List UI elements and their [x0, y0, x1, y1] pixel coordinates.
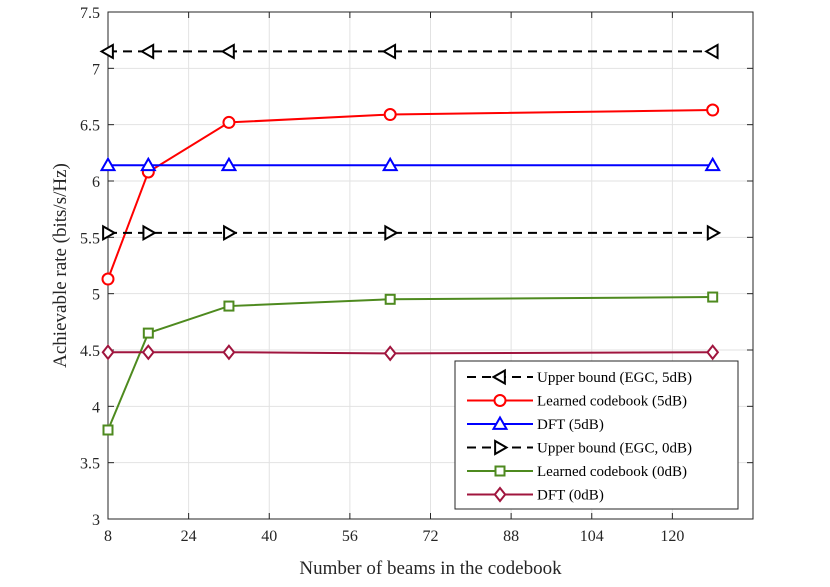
data-point	[102, 424, 114, 436]
legend: Upper bound (EGC, 5dB) Learned codebook (…	[454, 360, 739, 510]
y-tick-label: 4.5	[80, 343, 100, 360]
data-point	[384, 224, 399, 242]
x-tick-label: 56	[342, 528, 358, 545]
legend-marker	[491, 415, 509, 430]
x-tick-label: 24	[181, 528, 197, 545]
legend-label: Upper bound (EGC, 5dB)	[537, 370, 692, 386]
series-group	[99, 43, 722, 436]
data-point	[222, 115, 236, 129]
legend-item: DFT (0dB)	[467, 486, 604, 504]
legend-marker	[491, 368, 506, 386]
x-tick-label: 104	[580, 528, 604, 545]
data-point	[220, 156, 238, 172]
data-point	[381, 156, 399, 172]
series-line	[107, 109, 713, 280]
data-point	[383, 345, 397, 362]
series-4	[102, 224, 722, 242]
data-point	[99, 43, 114, 60]
data-point	[704, 156, 721, 172]
x-tick-label: 8	[104, 528, 112, 545]
y-tick-label: 5	[92, 287, 100, 304]
y-tick-label: 3.5	[80, 456, 100, 473]
data-point	[223, 300, 235, 312]
legend-label: DFT (5dB)	[537, 417, 604, 433]
y-tick-label: 6	[92, 174, 100, 191]
legend-label: Learned codebook (0dB)	[537, 464, 687, 480]
legend-marker	[493, 486, 507, 503]
legend-label: Upper bound (EGC, 0dB)	[537, 441, 692, 457]
legend-item: Learned codebook (0dB)	[467, 464, 687, 480]
data-point	[140, 156, 157, 172]
data-point	[141, 344, 155, 361]
data-point	[222, 344, 236, 361]
x-axis-label: Number of beams in the codebook	[299, 558, 562, 579]
data-point	[139, 43, 155, 60]
data-point	[707, 291, 719, 303]
data-point	[223, 224, 238, 242]
data-point	[142, 224, 157, 242]
data-point	[706, 103, 720, 117]
y-tick-label: 7	[92, 61, 100, 78]
series-2	[101, 103, 720, 286]
legend-marker	[493, 394, 507, 407]
data-point	[220, 43, 235, 60]
series-6	[101, 344, 720, 362]
y-tick-label: 6.5	[80, 118, 100, 135]
y-tick-label: 3	[92, 512, 100, 529]
x-tick-label: 120	[660, 528, 684, 545]
legend-box	[454, 360, 739, 510]
data-point	[142, 327, 154, 339]
data-point	[706, 224, 722, 242]
series-5	[102, 291, 719, 436]
legend-marker	[494, 439, 509, 456]
x-tick-label: 88	[503, 528, 519, 545]
legend-item: Upper bound (EGC, 5dB)	[467, 368, 692, 386]
series-1	[99, 43, 719, 60]
y-tick-label: 7.5	[80, 5, 100, 22]
y-tick-label: 4	[92, 399, 100, 416]
y-axis-label: Achievable rate (bits/s/Hz)	[50, 163, 71, 368]
series-3	[99, 156, 721, 172]
data-point	[706, 344, 720, 361]
x-tick-label: 40	[261, 528, 277, 545]
data-point	[384, 293, 396, 305]
legend-marker	[494, 465, 506, 477]
legend-item: DFT (5dB)	[467, 415, 604, 433]
data-point	[101, 344, 115, 361]
data-point	[704, 43, 719, 60]
legend-item: Upper bound (EGC, 0dB)	[467, 439, 692, 457]
data-point	[99, 156, 117, 172]
series-line	[108, 351, 713, 355]
axes: 8 24 40 56 72 88 104 120 3 3.5 4 4.5 5 5.5 6 6.5 7 7.5	[80, 5, 754, 545]
legend-label: DFT (0dB)	[537, 488, 604, 504]
data-point	[383, 108, 397, 122]
y-tick-label: 5.5	[80, 230, 100, 247]
legend-label: Learned codebook (5dB)	[537, 394, 687, 410]
x-tick-label: 72	[423, 528, 439, 545]
legend-item: Learned codebook (5dB)	[467, 394, 687, 410]
data-point	[102, 224, 117, 242]
data-point	[101, 272, 115, 286]
data-point	[381, 43, 397, 60]
